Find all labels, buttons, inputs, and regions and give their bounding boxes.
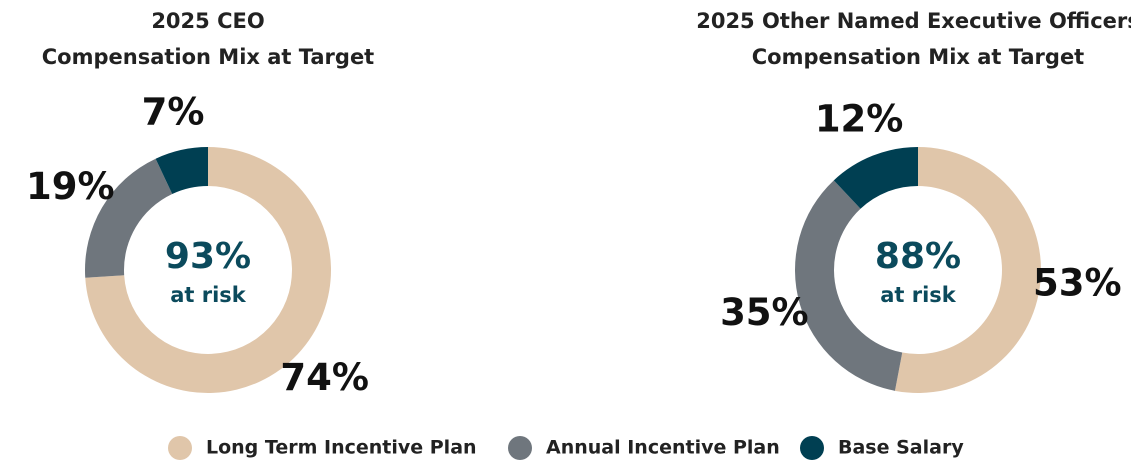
donut-slice (795, 180, 903, 391)
legend-marker (168, 436, 192, 460)
legend-marker (800, 436, 824, 460)
center-sublabel: at risk (170, 283, 247, 307)
donut-slice (85, 158, 173, 278)
chart-title: Compensation Mix at Target (752, 45, 1084, 69)
legend-marker (508, 436, 532, 460)
value-label: 53% (1033, 262, 1122, 305)
legend-label: Base Salary (838, 437, 964, 459)
chart-title: Compensation Mix at Target (42, 45, 374, 69)
legend-label: Annual Incentive Plan (546, 437, 780, 459)
center-label: 88% (875, 236, 961, 277)
center-label: 93% (165, 236, 251, 277)
value-label: 12% (815, 98, 904, 141)
value-label: 19% (26, 165, 115, 208)
value-label: 35% (720, 291, 809, 334)
chart-title: 2025 CEO (151, 9, 264, 33)
donut-slice (85, 147, 332, 393)
value-label: 7% (142, 90, 205, 133)
donut-slice (894, 147, 1041, 393)
donut-slice (833, 147, 918, 209)
legend-label: Long Term Incentive Plan (206, 437, 477, 459)
value-label: 74% (280, 356, 369, 399)
chart-title: 2025 Other Named Executive Officers (696, 9, 1131, 33)
center-sublabel: at risk (880, 283, 957, 307)
donut-slice (155, 147, 208, 194)
